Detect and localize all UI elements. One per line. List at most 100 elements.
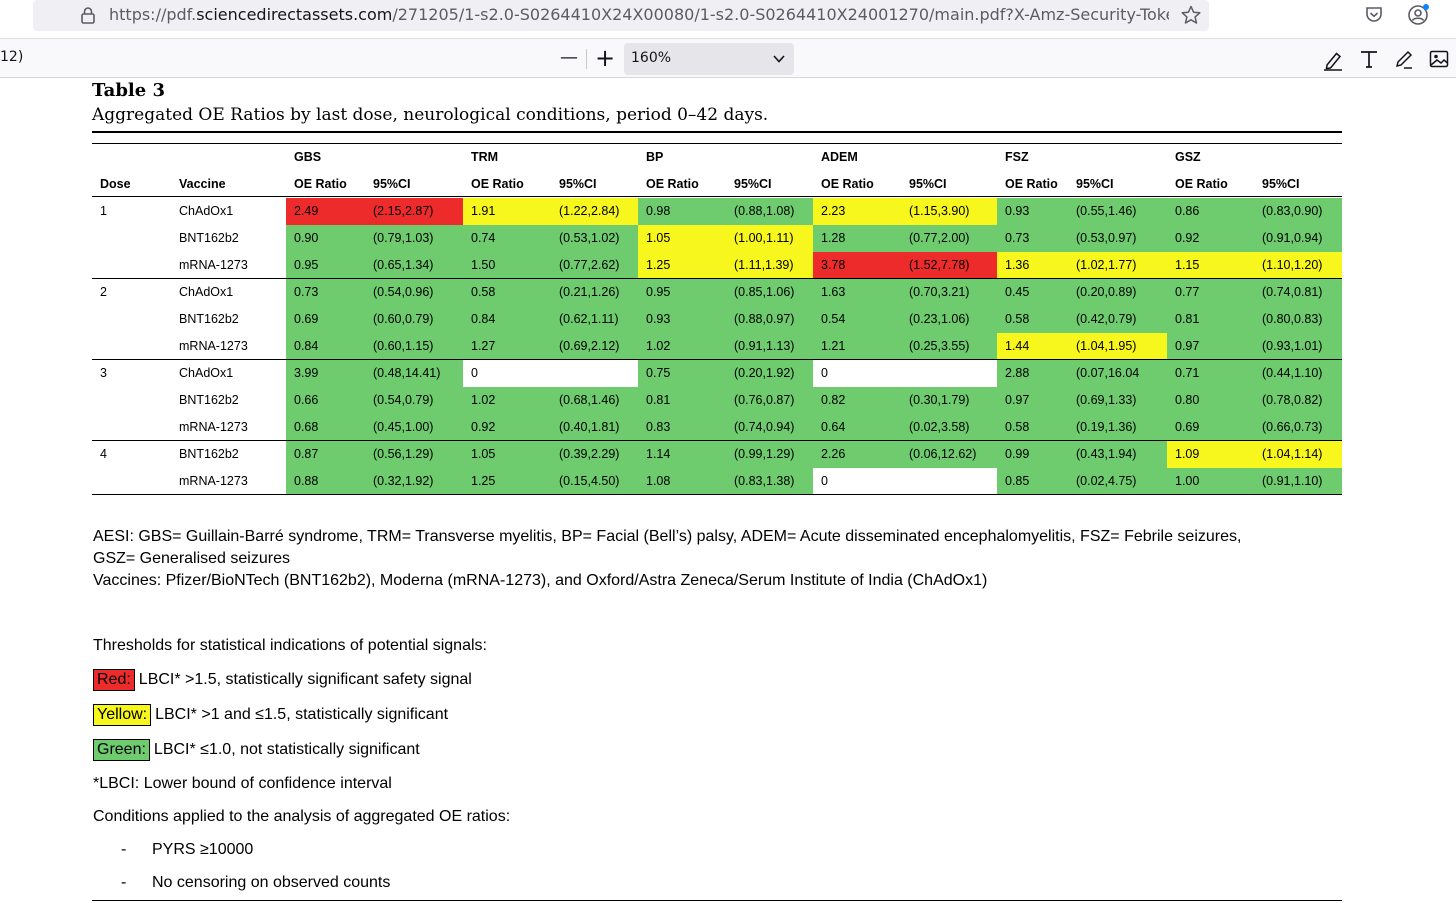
star-icon[interactable] bbox=[1180, 4, 1202, 26]
zoom-out-button[interactable]: — bbox=[560, 47, 578, 68]
ci-cell: (0.45,1.00) bbox=[365, 414, 463, 441]
oe-ratio-cell: 0.87 bbox=[286, 441, 365, 468]
oe-ratio-cell: 0.97 bbox=[1167, 333, 1254, 360]
oe-ratio-cell: 0.69 bbox=[1167, 414, 1254, 441]
oe-ratio-cell: 1.63 bbox=[813, 279, 901, 306]
account-icon[interactable] bbox=[1406, 3, 1430, 27]
oe-ratio-cell: 0.92 bbox=[463, 414, 551, 441]
ci-cell: (0.69,2.12) bbox=[551, 333, 638, 360]
bottom-rule bbox=[92, 900, 1342, 901]
oe-ratio-cell: 0.84 bbox=[286, 333, 365, 360]
oe-ratio-cell: 0.95 bbox=[286, 252, 365, 279]
oe-ratio-cell: 0.85 bbox=[997, 468, 1068, 495]
bullet-marker: - bbox=[121, 874, 127, 891]
ci-cell: (0.53,0.97) bbox=[1068, 225, 1167, 252]
vaccine-cell: BNT162b2 bbox=[179, 231, 239, 245]
oe-ratio-cell: 0.86 bbox=[1167, 198, 1254, 225]
vaccine-cell: mRNA-1273 bbox=[179, 420, 248, 434]
dose-cell bbox=[92, 306, 171, 333]
oe-ratio-cell: 0.97 bbox=[997, 387, 1068, 414]
oe-ratio-cell: 1.36 bbox=[997, 252, 1068, 279]
page-number-indicator[interactable]: 12) bbox=[0, 49, 24, 65]
oe-ratio-cell: 0.99 bbox=[997, 441, 1068, 468]
url-host: sciencedirectassets.com bbox=[196, 5, 393, 24]
ci-cell: (0.21,1.26) bbox=[551, 279, 638, 306]
address-bar[interactable] bbox=[33, 0, 1209, 31]
table-label: Table 3 bbox=[92, 80, 166, 101]
ci-cell: (0.83,0.90) bbox=[1254, 198, 1342, 225]
legend-green-text: LBCI* ≤1.0, not statistically significan… bbox=[153, 741, 420, 758]
zoom-in-button[interactable]: + bbox=[594, 44, 616, 72]
url-text[interactable]: https://pdf.sciencedirectassets.com/2712… bbox=[109, 5, 1169, 24]
ci-cell: (0.78,0.82) bbox=[1254, 387, 1342, 414]
table-row-rule bbox=[92, 440, 1342, 441]
oe-ratio-cell: 0.71 bbox=[1167, 360, 1254, 387]
legend-red-swatch: Red: bbox=[93, 669, 135, 691]
ci-cell: (0.30,1.79) bbox=[901, 387, 997, 414]
pdf-page: Table 3 Aggregated OE Ratios by last dos… bbox=[0, 79, 1456, 903]
ci-cell: (0.70,3.21) bbox=[901, 279, 997, 306]
pdf-toolbar: 12) — + 160% bbox=[0, 38, 1456, 78]
dose-cell: 2 bbox=[100, 285, 107, 299]
ci-cell: (0.19,1.36) bbox=[1068, 414, 1167, 441]
dose-cell bbox=[92, 225, 171, 252]
dose-cell: 3 bbox=[100, 366, 107, 380]
column-header: OE Ratio bbox=[294, 177, 347, 191]
lbci-definition: *LBCI: Lower bound of confidence interva… bbox=[93, 775, 392, 792]
text-icon[interactable] bbox=[1358, 48, 1380, 70]
legend-red-text: LBCI* >1.5, statistically significant sa… bbox=[138, 671, 472, 688]
ci-cell: (0.40,1.81) bbox=[551, 414, 638, 441]
oe-ratio-cell: 0 bbox=[813, 468, 901, 495]
oe-ratio-cell: 0.73 bbox=[997, 225, 1068, 252]
ci-cell: (1.04,1.14) bbox=[1254, 441, 1342, 468]
column-header: 95%CI bbox=[1076, 177, 1114, 191]
condition-header: GSZ bbox=[1175, 150, 1201, 164]
ci-cell bbox=[551, 360, 638, 387]
oe-ratio-cell: 1.09 bbox=[1167, 441, 1254, 468]
ci-cell: (1.52,7.78) bbox=[901, 252, 997, 279]
dose-cell bbox=[92, 414, 171, 441]
ci-cell: (0.20,1.92) bbox=[726, 360, 813, 387]
lock-icon[interactable] bbox=[78, 5, 98, 25]
oe-ratio-cell: 0.73 bbox=[286, 279, 365, 306]
vaccine-cell: BNT162b2 bbox=[179, 447, 239, 461]
ci-cell: (2.15,2.87) bbox=[365, 198, 463, 225]
condition-header: BP bbox=[646, 150, 664, 164]
oe-ratio-cell: 1.05 bbox=[463, 441, 551, 468]
ci-cell bbox=[901, 360, 997, 387]
ci-cell: (0.68,1.46) bbox=[551, 387, 638, 414]
oe-ratio-cell: 1.21 bbox=[813, 333, 901, 360]
column-header: Vaccine bbox=[179, 177, 226, 191]
vaccine-cell: mRNA-1273 bbox=[179, 258, 248, 272]
ci-cell: (0.02,4.75) bbox=[1068, 468, 1167, 495]
zoom-select[interactable]: 160% bbox=[624, 43, 794, 75]
draw-icon[interactable] bbox=[1393, 48, 1415, 70]
image-icon[interactable] bbox=[1428, 48, 1450, 70]
condition-header: FSZ bbox=[1005, 150, 1029, 164]
legend-yellow-swatch: Yellow: bbox=[93, 704, 152, 726]
ci-cell: (0.66,0.73) bbox=[1254, 414, 1342, 441]
oe-ratio-cell: 0.93 bbox=[997, 198, 1068, 225]
dose-cell: 4 bbox=[100, 447, 107, 461]
ci-cell: (1.11,1.39) bbox=[726, 252, 813, 279]
column-header: OE Ratio bbox=[1005, 177, 1058, 191]
ci-cell: (0.80,0.83) bbox=[1254, 306, 1342, 333]
oe-ratio-cell: 0.69 bbox=[286, 306, 365, 333]
oe-ratio-cell: 0.75 bbox=[638, 360, 726, 387]
oe-ratio-cell: 0.95 bbox=[638, 279, 726, 306]
pocket-icon[interactable] bbox=[1363, 4, 1385, 26]
oe-ratio-cell: 0.81 bbox=[1167, 306, 1254, 333]
oe-ratio-cell: 0 bbox=[463, 360, 551, 387]
legend-yellow: Yellow: LBCI* >1 and ≤1.5, statistically … bbox=[93, 704, 448, 726]
highlight-icon[interactable] bbox=[1322, 49, 1344, 71]
dose-cell bbox=[92, 387, 171, 414]
oe-ratio-cell: 1.50 bbox=[463, 252, 551, 279]
ci-cell: (0.62,1.11) bbox=[551, 306, 638, 333]
oe-ratio-cell: 0.58 bbox=[997, 414, 1068, 441]
vaccine-cell: mRNA-1273 bbox=[179, 339, 248, 353]
ci-cell: (0.88,0.97) bbox=[726, 306, 813, 333]
oe-ratio-cell: 2.49 bbox=[286, 198, 365, 225]
oe-ratio-cell: 1.15 bbox=[1167, 252, 1254, 279]
ci-cell: (0.42,0.79) bbox=[1068, 306, 1167, 333]
oe-ratio-cell: 0.66 bbox=[286, 387, 365, 414]
